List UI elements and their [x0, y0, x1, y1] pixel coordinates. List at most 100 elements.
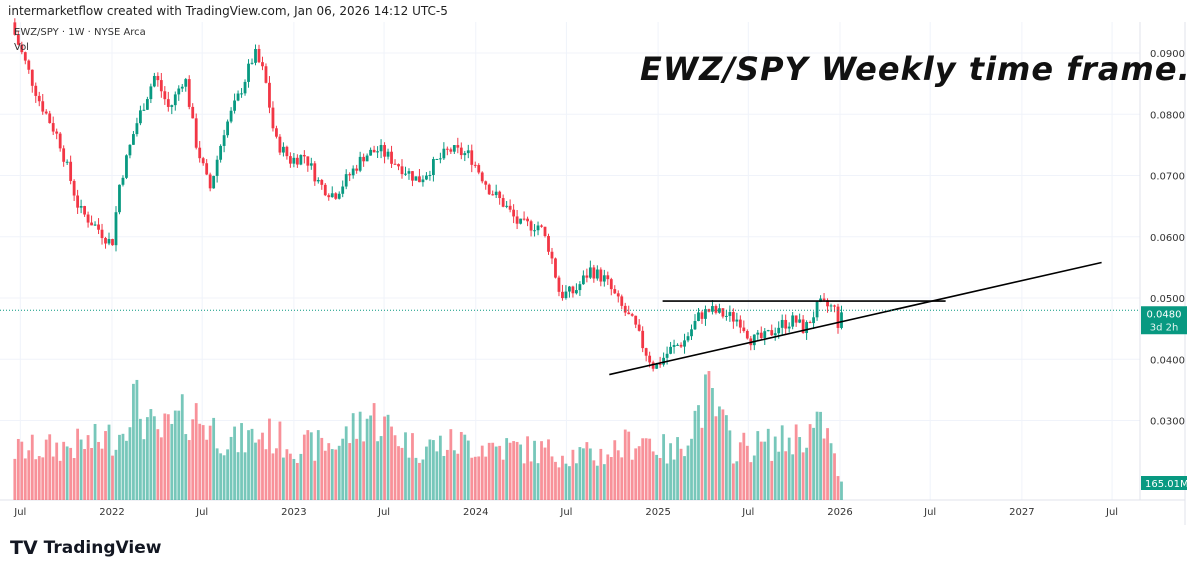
candle-body [351, 168, 355, 176]
volume-bar [97, 441, 100, 500]
candle-body [508, 205, 512, 210]
candle-body [480, 172, 484, 182]
volume-bar [459, 431, 463, 500]
candle-body [431, 159, 435, 176]
candle-body [718, 308, 721, 313]
volume-bar [655, 454, 659, 500]
volume-bar [438, 435, 442, 500]
logo-text: TradingView [43, 538, 162, 558]
candle-body [163, 91, 167, 100]
volume-bar [215, 448, 219, 500]
volume-bar [226, 449, 230, 500]
candle-body [152, 75, 156, 87]
volume-bar [152, 416, 156, 500]
volume-bar [840, 481, 843, 500]
candle-body [37, 95, 41, 102]
candle-body [226, 121, 230, 136]
chart-annotation: EWZ/SPY Weekly time frame. [640, 50, 1191, 88]
candle-body [735, 319, 739, 322]
candle-body [156, 75, 160, 81]
volume-bar [306, 430, 310, 500]
candle-body [107, 239, 111, 244]
candle-body [397, 164, 400, 167]
candle-body [191, 106, 195, 119]
candle-body [90, 222, 93, 226]
candle-body [773, 333, 777, 336]
volume-bar [777, 451, 781, 500]
candle-body [683, 340, 686, 347]
volume-bar [798, 437, 802, 500]
candle-body [533, 230, 536, 232]
candle-body [463, 153, 467, 156]
candle-body [693, 321, 697, 330]
volume-bar [602, 464, 606, 500]
candle-body [69, 161, 73, 181]
volume-bar [616, 450, 620, 500]
candle-body [97, 224, 100, 230]
volume-bar [519, 444, 522, 500]
candle-body [780, 319, 784, 328]
candle-body [662, 357, 666, 365]
volume-bar [16, 438, 20, 500]
volume-bar [568, 466, 571, 500]
price-tick-label: 0.0900 [1150, 49, 1185, 60]
candle-body [449, 149, 453, 152]
volume-bar [369, 415, 373, 500]
symbol-legend[interactable]: EWZ/SPY · 1W · NYSE Arca [14, 27, 146, 38]
volume-bar [20, 441, 24, 500]
volume-bar [435, 451, 439, 500]
volume-legend[interactable]: Vol [14, 42, 29, 53]
volume-bar [808, 424, 812, 500]
candle-body [236, 93, 240, 101]
candle-body [341, 186, 345, 194]
volume-bar [86, 435, 90, 500]
volume-bar [83, 449, 86, 500]
volume-bar [533, 440, 536, 500]
volume-bar [219, 453, 223, 500]
volume-bar [404, 432, 407, 500]
volume-bar [275, 448, 278, 500]
candle-body [362, 156, 366, 162]
volume-bar [644, 438, 648, 500]
time-tick-label: Jul [377, 507, 390, 518]
volume-bar [330, 449, 334, 500]
volume-bar [543, 447, 547, 500]
volume-bar [466, 440, 470, 500]
candle-body [418, 176, 421, 183]
candle-body [728, 312, 732, 316]
candle-body [595, 269, 599, 279]
tradingview-logo[interactable]: 𝗧𝗩 TradingView [10, 538, 161, 558]
volume-bar [76, 428, 80, 500]
volume-bar [826, 428, 829, 500]
time-tick-label: 2024 [463, 507, 488, 518]
candle-body [438, 158, 442, 160]
volume-bar [578, 447, 582, 500]
volume-bar [34, 459, 38, 500]
candle-body [561, 291, 564, 299]
candle-body [257, 48, 261, 63]
volume-bar [575, 463, 578, 500]
candle-body [27, 60, 31, 70]
candle-body [738, 319, 742, 328]
volume-bar [477, 456, 481, 500]
candle-body [599, 269, 603, 282]
price-tick-label: 0.0800 [1150, 110, 1185, 121]
volume-bar [721, 409, 725, 500]
candle-body [679, 344, 683, 347]
candle-body [212, 175, 216, 189]
candle-body [282, 146, 285, 153]
volume-bar [711, 388, 714, 500]
candle-body [731, 312, 735, 322]
volume-bar [149, 409, 153, 500]
candle-body [669, 346, 672, 354]
tv-logo-icon: 𝗧𝗩 [10, 537, 38, 559]
price-tick-label: 0.0400 [1150, 355, 1185, 366]
volume-bar [480, 445, 484, 500]
volume-bar [487, 442, 491, 500]
volume-bar [634, 448, 638, 500]
volume-bar [111, 455, 114, 500]
volume-bar [180, 394, 184, 500]
volume-bar [456, 453, 460, 500]
